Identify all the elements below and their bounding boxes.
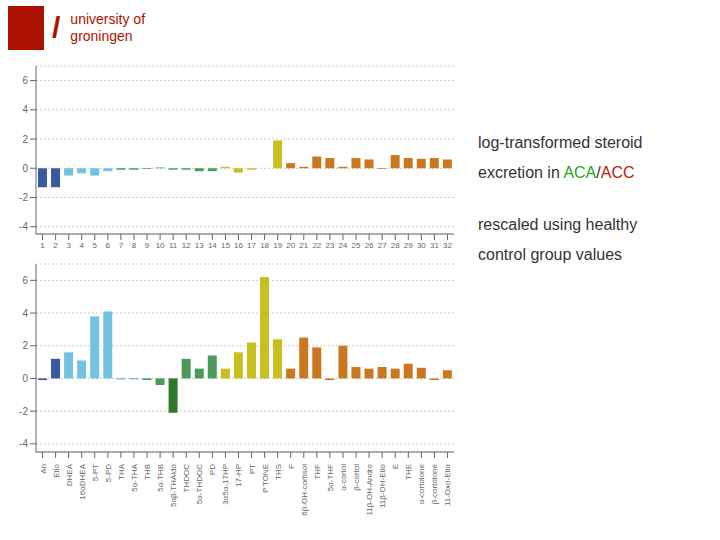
svg-text:5-PT: 5-PT [91, 464, 100, 481]
svg-text:6: 6 [22, 275, 28, 286]
html-text:log-transformed steroid: log-transformed steroid [478, 134, 643, 151]
svg-text:0: 0 [22, 163, 28, 174]
svg-text:Etio: Etio [52, 463, 61, 477]
svg-text:DHEA: DHEA [65, 463, 74, 486]
svg-text:THS: THS [274, 464, 283, 480]
svg-text:1: 1 [40, 241, 45, 250]
svg-text:F: F [287, 464, 296, 469]
svg-text:An: An [39, 464, 48, 474]
html-text:rescaled using healthy: rescaled using healthy [478, 216, 638, 233]
svg-text:PD: PD [208, 464, 217, 475]
svg-text:4: 4 [22, 104, 28, 115]
svg-text:P'TONE: P'TONE [261, 464, 270, 493]
svg-text:21: 21 [299, 241, 308, 250]
svg-text:THE: THE [404, 464, 413, 480]
svg-text:THA: THA [117, 463, 126, 480]
svg-text:19: 19 [273, 241, 282, 250]
svg-text:THF: THF [313, 464, 322, 480]
svg-text:20: 20 [286, 241, 295, 250]
svg-text:9: 9 [145, 241, 150, 250]
svg-text:4: 4 [79, 241, 84, 250]
svg-text:-4: -4 [19, 221, 28, 232]
svg-text:22: 22 [312, 241, 321, 250]
svg-text:α-cortolone: α-cortolone [417, 463, 426, 504]
svg-text:5α-THB: 5α-THB [156, 464, 165, 492]
svg-text:6: 6 [106, 241, 111, 250]
svg-text:-2: -2 [19, 406, 28, 417]
svg-text:11β-OH-Etio: 11β-OH-Etio [378, 463, 387, 508]
svg-text:3: 3 [66, 241, 71, 250]
svg-text:0: 0 [22, 373, 28, 384]
svg-text:32: 32 [443, 241, 452, 250]
svg-text:β-cortolone: β-cortolone [430, 463, 439, 504]
svg-text:27: 27 [378, 241, 387, 250]
svg-text:11-Oxo-Etio: 11-Oxo-Etio [443, 463, 452, 506]
svg-text:17-HP: 17-HP [234, 464, 243, 487]
svg-text:31: 31 [430, 241, 439, 250]
svg-text:α-cortol: α-cortol [339, 464, 348, 491]
svg-text:6β-OH-cortisol: 6β-OH-cortisol [300, 464, 309, 516]
svg-text:2: 2 [22, 340, 28, 351]
svg-text:2: 2 [22, 134, 28, 145]
svg-text:14: 14 [208, 241, 217, 250]
svg-text:2: 2 [53, 241, 58, 250]
svg-text:23: 23 [325, 241, 334, 250]
svg-text:13: 13 [195, 241, 204, 250]
svg-text:6: 6 [22, 75, 28, 86]
svg-text:10: 10 [156, 241, 165, 250]
svg-text:11β-OH-Andro: 11β-OH-Andro [365, 463, 374, 515]
svg-text:29: 29 [404, 241, 413, 250]
svg-text:18: 18 [260, 241, 269, 250]
svg-text:24: 24 [339, 241, 348, 250]
svg-text:β-cortol: β-cortol [352, 464, 361, 491]
svg-text:12: 12 [182, 241, 191, 250]
svg-text:THDOC: THDOC [182, 464, 191, 493]
svg-text:8: 8 [132, 241, 137, 250]
html-text:groningen: groningen [70, 28, 133, 44]
svg-text:16: 16 [234, 241, 243, 250]
svg-text:30: 30 [417, 241, 426, 250]
svg-text:16αDHEA: 16αDHEA [78, 463, 87, 499]
svg-text:3α5α-17HP: 3α5α-17HP [221, 464, 230, 505]
svg-text:E: E [391, 464, 400, 469]
svg-text:-4: -4 [19, 438, 28, 449]
svg-text:5αβ-THAldo: 5αβ-THAldo [169, 463, 178, 507]
svg-text:5α-THA: 5α-THA [130, 463, 139, 491]
svg-text:25: 25 [352, 241, 361, 250]
svg-text:5-PD: 5-PD [104, 464, 113, 482]
html-text:university of: university of [70, 11, 145, 27]
html-text:excretion in ACA / ACC: excretion in ACA / ACC [478, 164, 635, 181]
svg-text:5: 5 [93, 241, 98, 250]
svg-text:4: 4 [22, 308, 28, 319]
svg-text:28: 28 [391, 241, 400, 250]
svg-text:-2: -2 [19, 192, 28, 203]
svg-text:PT: PT [248, 464, 257, 474]
svg-text:17: 17 [247, 241, 256, 250]
svg-text:26: 26 [365, 241, 374, 250]
svg-text:5α-THDOC: 5α-THDOC [195, 464, 204, 504]
svg-text:5α-THF: 5α-THF [326, 464, 335, 491]
svg-text:THB: THB [143, 464, 152, 480]
svg-text:7: 7 [119, 241, 124, 250]
html-text:control group values: control group values [478, 246, 623, 263]
svg-text:15: 15 [221, 241, 230, 250]
svg-text:11: 11 [169, 241, 178, 250]
